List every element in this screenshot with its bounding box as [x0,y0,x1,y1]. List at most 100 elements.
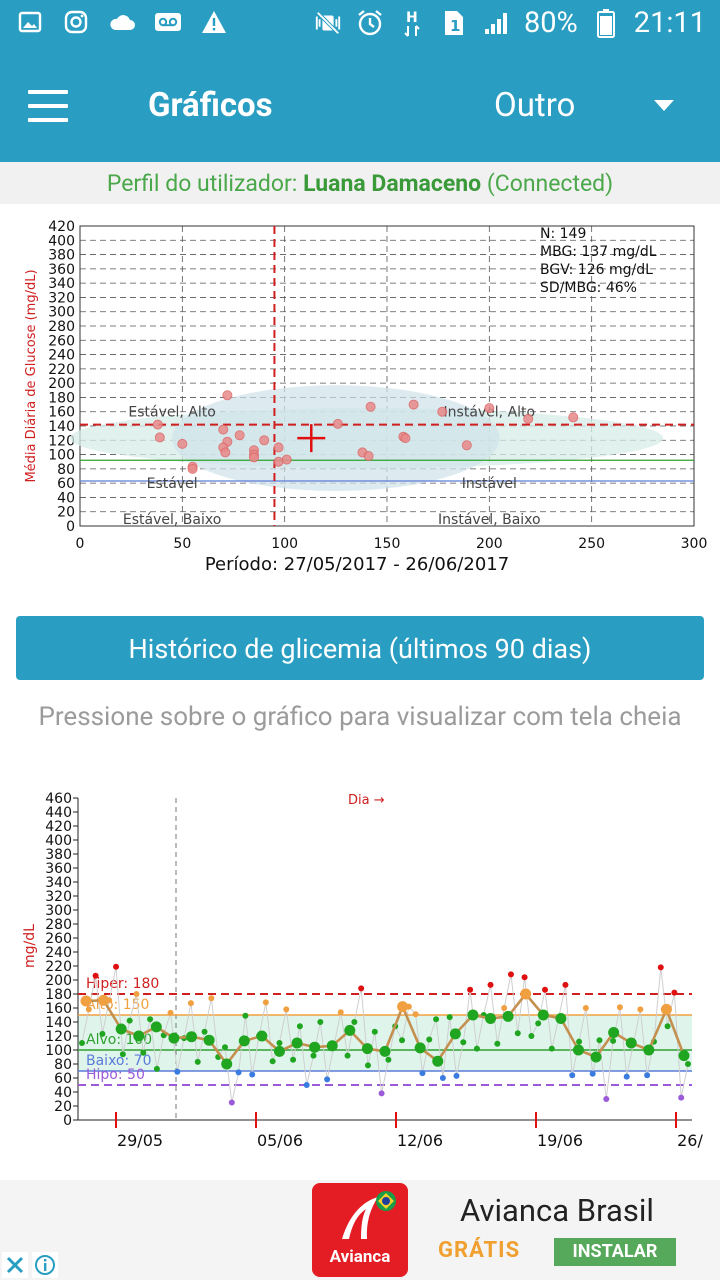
raw-reading-point [310,1052,317,1059]
glucose-variability-chart[interactable]: 0204060801001201401601802002202402602803… [0,204,720,584]
raw-reading-point [657,964,664,971]
cloud-icon [108,8,136,36]
daily-average-point [397,1001,409,1013]
x-tick-label: 50 [173,536,191,552]
daily-average-point [590,1051,602,1063]
raw-reading-point [119,1051,126,1058]
y-tick-label: 180 [45,987,72,1003]
threshold-label: Hiper: 180 [86,976,159,992]
y-tick-label: 320 [45,889,72,905]
data-point [461,440,472,451]
raw-reading-point [126,1017,133,1024]
y-tick-label: 200 [48,376,75,392]
ad-banner[interactable]: Avianca Avianca Brasil GRÁTIS INSTALAR [0,1180,720,1280]
raw-reading-point [412,1011,419,1018]
raw-reading-point [296,1023,303,1030]
zone-label: Estável, Alto [128,405,215,421]
fullscreen-hint: Pressione sobre o gráfico para visualiza… [38,702,682,732]
y-tick-label: 240 [48,348,75,364]
raw-reading-point [507,971,514,978]
y-tick-label: 200 [45,973,72,989]
ad-price: GRÁTIS [438,1238,521,1263]
app-bar: Gráficos Outro [0,50,720,162]
avianca-logo[interactable]: Avianca [312,1183,408,1277]
daily-average-point [678,1050,690,1062]
daily-average-point [344,1024,356,1036]
ad-logo-word: Avianca [329,1247,391,1267]
battery-icon [592,9,620,38]
data-point [187,463,198,474]
y-tick-label: 180 [48,390,75,406]
menu-icon[interactable] [28,90,68,122]
daily-average-point [203,1034,215,1046]
daily-average-point [238,1035,250,1047]
alarm-icon [356,9,384,37]
data-point [273,456,284,467]
y-tick-label: 20 [57,505,75,521]
raw-reading-point [426,1036,433,1043]
clock: 21:11 [633,6,706,40]
raw-reading-point [644,1072,651,1079]
threshold-label: Hipo: 50 [86,1067,145,1083]
data-point [400,433,411,444]
raw-reading-point [542,986,549,993]
svg-text:H: H [406,10,418,26]
data-point [259,435,270,446]
raw-reading-point [582,1005,589,1011]
x-tick-label: 0 [76,536,85,552]
raw-reading-point [92,972,99,979]
threshold-label: Baixo: 70 [86,1053,151,1069]
raw-reading-point [290,1056,297,1063]
raw-reading-point [133,991,140,997]
raw-reading-point [337,1009,344,1016]
y-tick-label: 420 [45,819,72,835]
y-tick-label: 340 [45,875,72,891]
raw-reading-point [249,1071,256,1078]
profile-name: Luana Damaceno [303,170,482,197]
ad-info-icon[interactable] [32,1252,58,1278]
raw-reading-point [514,1030,521,1037]
y-tick-label: 300 [45,903,72,919]
y-tick-label: 380 [45,847,72,863]
daily-average-point [361,1043,373,1055]
daily-average-point [168,1032,180,1044]
x-tick-label: 100 [271,536,298,552]
close-ad-icon[interactable] [2,1252,28,1278]
install-button[interactable]: INSTALAR [554,1238,676,1266]
raw-reading-point [262,999,269,1006]
y-tick-label: 440 [45,805,72,821]
raw-reading-point [276,1040,283,1046]
daily-average-point [291,1037,303,1049]
raw-reading-point [616,1004,623,1011]
daily-average-point [115,1023,127,1035]
raw-reading-point [685,1061,691,1067]
raw-reading-point [324,1076,331,1083]
data-point [484,403,495,414]
daily-average-point [98,994,110,1006]
y-tick-label: 60 [57,476,75,492]
x-tick-label: 150 [374,536,401,552]
history-button[interactable]: Histórico de glicemia (últimos 90 dias) [16,616,704,680]
x-tick-label: 26/ [677,1131,703,1150]
raw-reading-point [147,1016,154,1023]
dropdown-arrow-icon[interactable] [654,100,674,111]
raw-reading-point [487,981,494,988]
ad-title[interactable]: Avianca Brasil [460,1192,654,1229]
data-point [154,432,165,443]
raw-reading-point [351,1019,358,1025]
stats-text: SD/MBG: 46% [540,280,637,296]
x-tick-label: 300 [681,536,708,552]
period-spinner[interactable]: Outro [494,86,576,125]
raw-reading-point [603,1096,610,1102]
raw-reading-point [433,1016,440,1023]
glucose-history-chart[interactable]: 0204060801001201401601802002202402602803… [0,786,720,1166]
y-tick-label: 220 [48,362,75,378]
raw-reading-point [99,1030,106,1037]
raw-reading-point [494,1040,501,1047]
daily-average-point [326,1040,338,1052]
y-tick-label: 220 [45,959,72,975]
signal-icon [482,9,510,37]
y-axis-label: Média Diária de Glucose (mg/dL) [24,269,39,482]
ad-controls [2,1252,58,1278]
data-point [248,452,259,463]
